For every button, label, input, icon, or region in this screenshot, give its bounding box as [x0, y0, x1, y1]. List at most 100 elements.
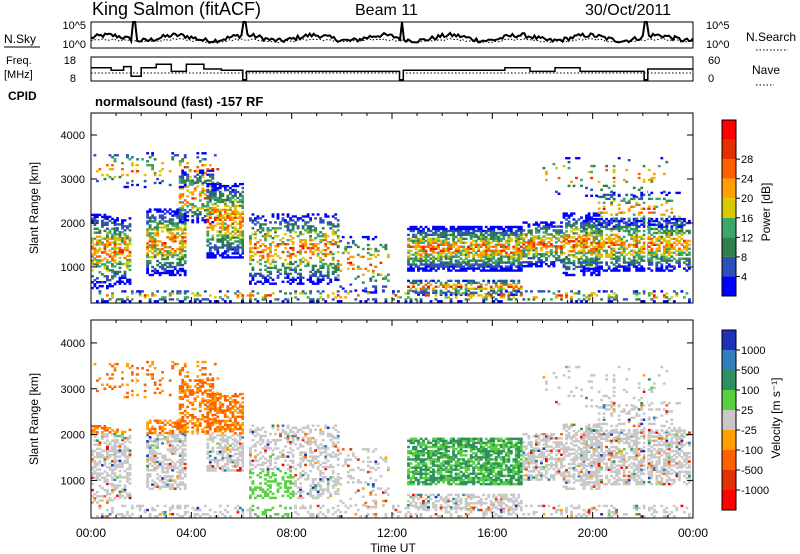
power-cell [577, 250, 581, 253]
power-cell [442, 285, 446, 288]
power-cell [181, 179, 185, 183]
power-cell [504, 261, 508, 264]
velocity-cell [118, 447, 122, 450]
power-cell [173, 222, 177, 225]
power-cell [672, 251, 676, 254]
power-cell [487, 241, 491, 244]
power-cell [153, 300, 157, 303]
power-cell [108, 241, 112, 244]
power-cell [469, 294, 473, 297]
power-cell [512, 259, 516, 262]
power-cell [650, 261, 654, 264]
power-cell [316, 248, 320, 252]
power-cell [414, 281, 418, 285]
velocity-cell [153, 450, 157, 453]
power-cell [615, 217, 619, 220]
power-cell [655, 261, 659, 264]
power-cell [540, 243, 543, 246]
power-cell [597, 249, 601, 252]
power-cell [620, 237, 624, 241]
velocity-cell [103, 458, 107, 461]
power-cell [482, 296, 486, 299]
power-cell [600, 237, 604, 241]
power-cell [615, 296, 619, 299]
power-cell [249, 250, 252, 254]
power-cell [146, 269, 150, 273]
power-cell [236, 244, 240, 247]
power-cell [499, 237, 503, 241]
power-cell [627, 229, 631, 233]
power-cell [324, 237, 328, 240]
power-cell [602, 243, 606, 246]
power-cell [96, 243, 99, 246]
power-cell [211, 175, 215, 178]
power-cell [452, 227, 456, 231]
velocity-cell [128, 453, 132, 456]
power-cell [223, 256, 227, 259]
power-cell [622, 265, 626, 268]
power-cell [582, 248, 586, 251]
power-cell [196, 166, 200, 169]
power-cell [371, 285, 375, 288]
power-cell [472, 263, 476, 266]
power-cell [452, 245, 456, 248]
power-cell [286, 215, 290, 218]
power-cell [655, 249, 659, 252]
power-cell [161, 162, 165, 165]
power-cell [557, 294, 561, 297]
power-cell [688, 247, 691, 250]
power-cell [444, 229, 448, 233]
power-cell [655, 217, 659, 221]
power-cell [562, 265, 566, 269]
power-cell [213, 210, 217, 213]
power-cell [198, 191, 202, 194]
power-cell [595, 231, 599, 235]
power-cell [178, 193, 182, 196]
power-cell [93, 279, 97, 282]
power-cell [301, 260, 305, 264]
velocity-cell [96, 478, 99, 482]
power-cell [497, 251, 501, 254]
power-cell [339, 296, 343, 299]
power-cell [678, 223, 681, 227]
power-cell [111, 265, 114, 268]
power-cell [286, 243, 290, 246]
power-cell [409, 227, 413, 231]
power-cell [206, 256, 210, 259]
power-cell [329, 280, 333, 283]
power-cell [647, 235, 651, 239]
power-cell [344, 296, 348, 299]
power-cell [91, 261, 94, 264]
power-cell [477, 255, 481, 258]
power-cell [595, 247, 599, 250]
power-cell [600, 235, 604, 239]
power-cell [326, 274, 330, 277]
power-cell [657, 245, 661, 248]
power-cell [467, 253, 471, 256]
power-cell [439, 253, 443, 256]
power-cell [494, 239, 498, 243]
power-cell [176, 214, 180, 217]
power-cell [527, 225, 531, 228]
power-cell [321, 258, 325, 262]
power-cell [319, 250, 323, 254]
power-cell [547, 290, 551, 293]
power-cell [499, 291, 503, 294]
power-cell [256, 221, 260, 224]
power-cell [269, 262, 272, 266]
power-cell [509, 225, 513, 229]
power-cell [241, 206, 245, 210]
power-cell [96, 251, 99, 254]
power-cell [183, 154, 187, 157]
power-cell [565, 224, 568, 227]
power-cell [424, 225, 428, 229]
power-cell [311, 300, 315, 303]
power-cell [575, 226, 578, 229]
power-cell [502, 296, 506, 299]
power-cell [449, 293, 453, 296]
power-cell [158, 170, 162, 173]
power-cell [437, 227, 440, 231]
power-cell [442, 263, 446, 266]
power-cell [637, 241, 641, 244]
power-cell [660, 290, 664, 293]
